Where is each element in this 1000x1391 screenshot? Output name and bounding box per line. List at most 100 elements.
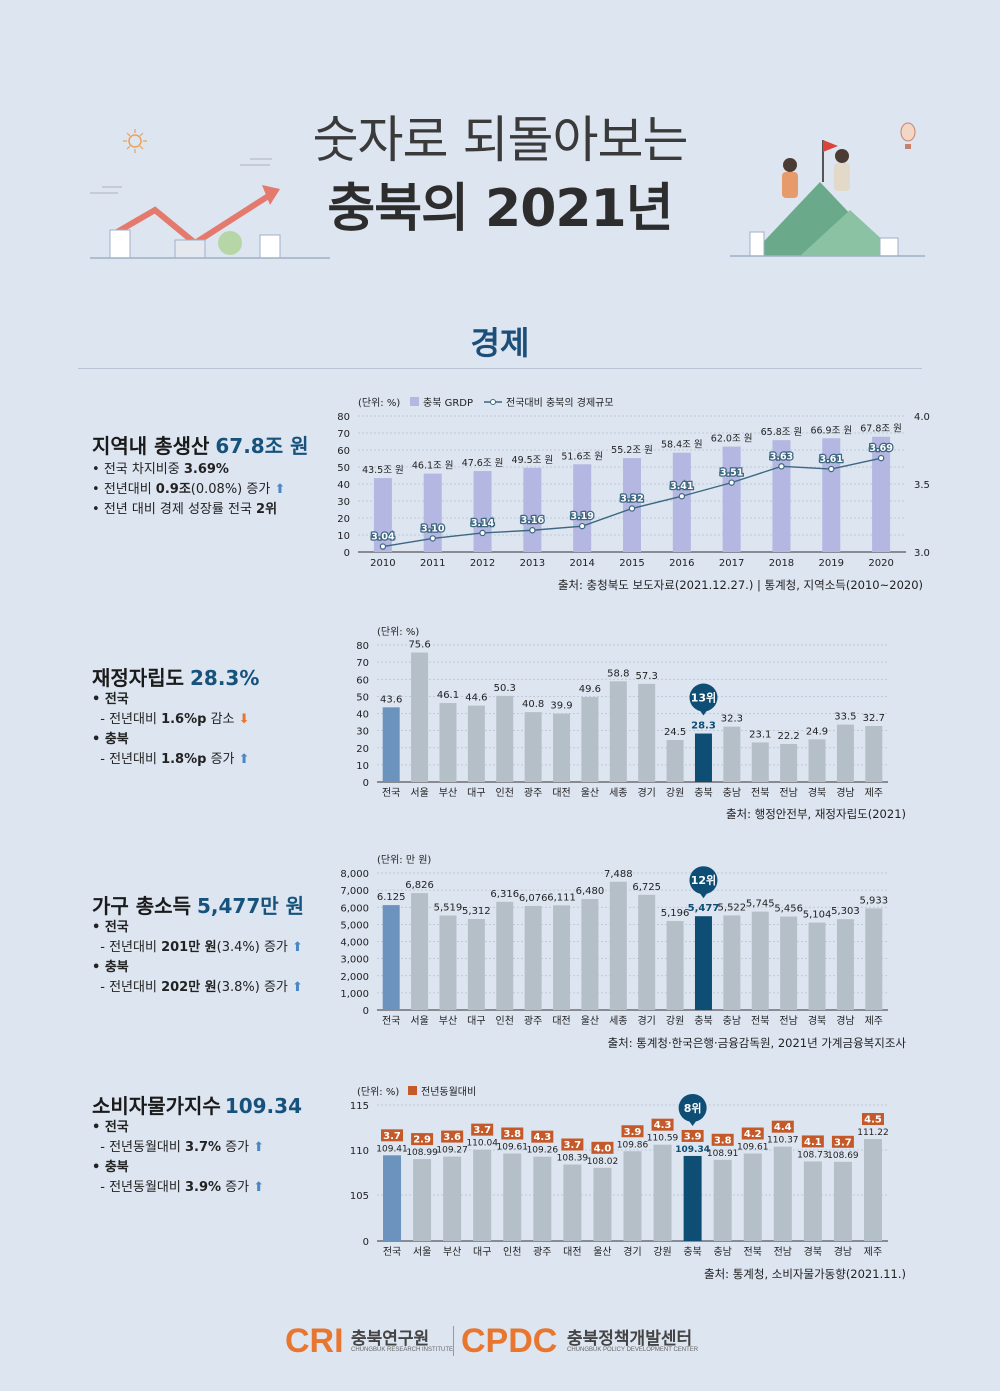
bar-value-label: 39.9 [550, 701, 572, 712]
yoy-badge [711, 1133, 734, 1146]
yoy-badge-label: 4.3 [654, 1120, 672, 1131]
bar-highlight [683, 1155, 702, 1241]
bar [533, 1156, 552, 1241]
unit-label: (단위: %) [358, 396, 400, 409]
y-tick-label: 0 [363, 1006, 369, 1017]
block-title: 재정자립도 28.3% [92, 662, 259, 691]
arrow-up-icon: ⬆ [292, 980, 303, 995]
x-tick-label: 대전 [552, 787, 570, 799]
bar [553, 713, 571, 782]
y-tick-label: 1,000 [340, 989, 369, 1000]
balloon-icon [900, 122, 916, 149]
rank-badge-pointer [698, 891, 709, 899]
bar-value-label: 23.1 [749, 729, 771, 740]
legend-swatch-bar [410, 397, 419, 406]
y-tick-label: 60 [337, 446, 350, 457]
line-point [678, 493, 686, 500]
bar-value-label: 33.5 [834, 712, 856, 723]
x-tick-label: 경기 [637, 786, 655, 799]
bar [780, 916, 798, 1010]
legend-swatch-marker [490, 399, 496, 405]
x-tick-label: 인천 [503, 1246, 521, 1258]
y-tick-label: 8,000 [340, 869, 369, 880]
bar-value-label: 109.61 [737, 1143, 769, 1153]
arrow-up-icon: ⬆ [253, 1180, 265, 1195]
y2-tick-label: 3.5 [914, 480, 930, 491]
x-tick-label: 서울 [413, 1246, 431, 1258]
x-tick-label: 경북 [808, 1014, 826, 1027]
arrow-down-icon: ⬇ [238, 712, 250, 727]
y-tick-label: 80 [356, 641, 369, 652]
x-tick-label: 2014 [569, 558, 594, 569]
x-tick-label: 전북 [751, 1015, 769, 1027]
yoy-badge [651, 1118, 674, 1131]
bar-value-label: 109.61 [497, 1143, 529, 1153]
x-tick-label: 인천 [496, 1015, 514, 1027]
bar-value-label: 44.6 [465, 693, 487, 704]
block-title-value: 109.34 [224, 1094, 302, 1118]
bar [467, 919, 485, 1010]
bar [439, 703, 457, 782]
yoy-badge-label: 4.5 [864, 1115, 882, 1126]
x-tick-label: 부산 [443, 1246, 461, 1258]
bar-value-label: 46.1조 원 [412, 461, 454, 472]
rank-badge [689, 683, 718, 712]
y-tick-label: 20 [337, 514, 350, 525]
cpdc-name: 충북정책개발센터 [567, 1329, 693, 1348]
bar-value-label: 43.5조 원 [362, 465, 404, 476]
bar [723, 726, 741, 782]
bullet-head: • 충북 [92, 1160, 129, 1175]
bar-value-label: 5,933 [859, 895, 888, 906]
bar-value-label: 22.2 [778, 731, 800, 742]
y-tick-label: 5,000 [340, 920, 369, 931]
x-tick-label: 충남 [713, 1246, 731, 1258]
bar-value-label: 32.3 [721, 714, 743, 725]
bar-value-label: 111.22 [857, 1128, 889, 1138]
x-tick-label: 부산 [439, 787, 457, 799]
x-tick-label: 울산 [581, 1015, 599, 1027]
bar [496, 901, 514, 1010]
y-tick-label: 30 [337, 497, 350, 508]
section-divider [78, 368, 922, 369]
line-point [479, 529, 486, 537]
x-tick-label: 2019 [819, 558, 844, 569]
unit-label: (단위: 만 원) [377, 853, 431, 866]
line-value-label: 3.41 [670, 481, 693, 492]
bar-value-label: 49.6 [579, 684, 601, 695]
y-tick-label: 6,000 [340, 903, 369, 914]
x-tick-label: 대전 [563, 1246, 581, 1258]
bar-value-label: 67.8조 원 [860, 424, 902, 435]
x-tick-label: 경기 [623, 1245, 641, 1258]
x-tick-label: 전북 [751, 787, 769, 799]
bar-value-label: 110.04 [466, 1139, 498, 1149]
bullet-item: - 전년동월대비 3.7% 증가 ⬆ [100, 1140, 265, 1155]
yoy-badge-label: 3.7 [834, 1137, 852, 1148]
bullet-head: • 전국 [92, 1120, 129, 1135]
bar-value-label: 24.5 [664, 727, 686, 738]
block-title-value: 28.3% [190, 666, 260, 690]
yoy-badge [681, 1129, 704, 1142]
bullet-item: • 전국 차지비중 3.69% [92, 462, 229, 477]
y-tick-label: 10 [356, 761, 369, 772]
bar [383, 1155, 402, 1241]
y-tick-label: 0 [344, 548, 350, 559]
bar-value-label: 58.4조 원 [661, 440, 703, 451]
yoy-badge-label: 4.1 [804, 1137, 822, 1148]
bar-grdp [523, 467, 542, 552]
arrow-up-icon: ⬆ [274, 482, 286, 497]
bar-value-label: 28.3 [691, 721, 716, 732]
yoy-badge-label: 3.8 [714, 1135, 732, 1146]
source-note: 출처: 행정안전부, 재정자립도(2021) [725, 807, 906, 821]
footer-divider [453, 1326, 454, 1356]
bar [443, 1156, 462, 1241]
legend-label: 충북 GRDP [423, 397, 473, 409]
bar-value-label: 6,111 [547, 892, 576, 903]
y-tick-label: 0 [363, 1237, 369, 1248]
bar [666, 740, 684, 782]
x-tick-label: 2017 [719, 558, 744, 569]
x-tick-label: 제주 [864, 1246, 882, 1258]
title-line1: 숫자로 되돌아보는 [312, 111, 689, 169]
yoy-badge-label: 4.2 [744, 1129, 762, 1140]
bar-value-label: 66.9조 원 [810, 425, 852, 436]
growth-arrow-illustration [90, 129, 330, 259]
